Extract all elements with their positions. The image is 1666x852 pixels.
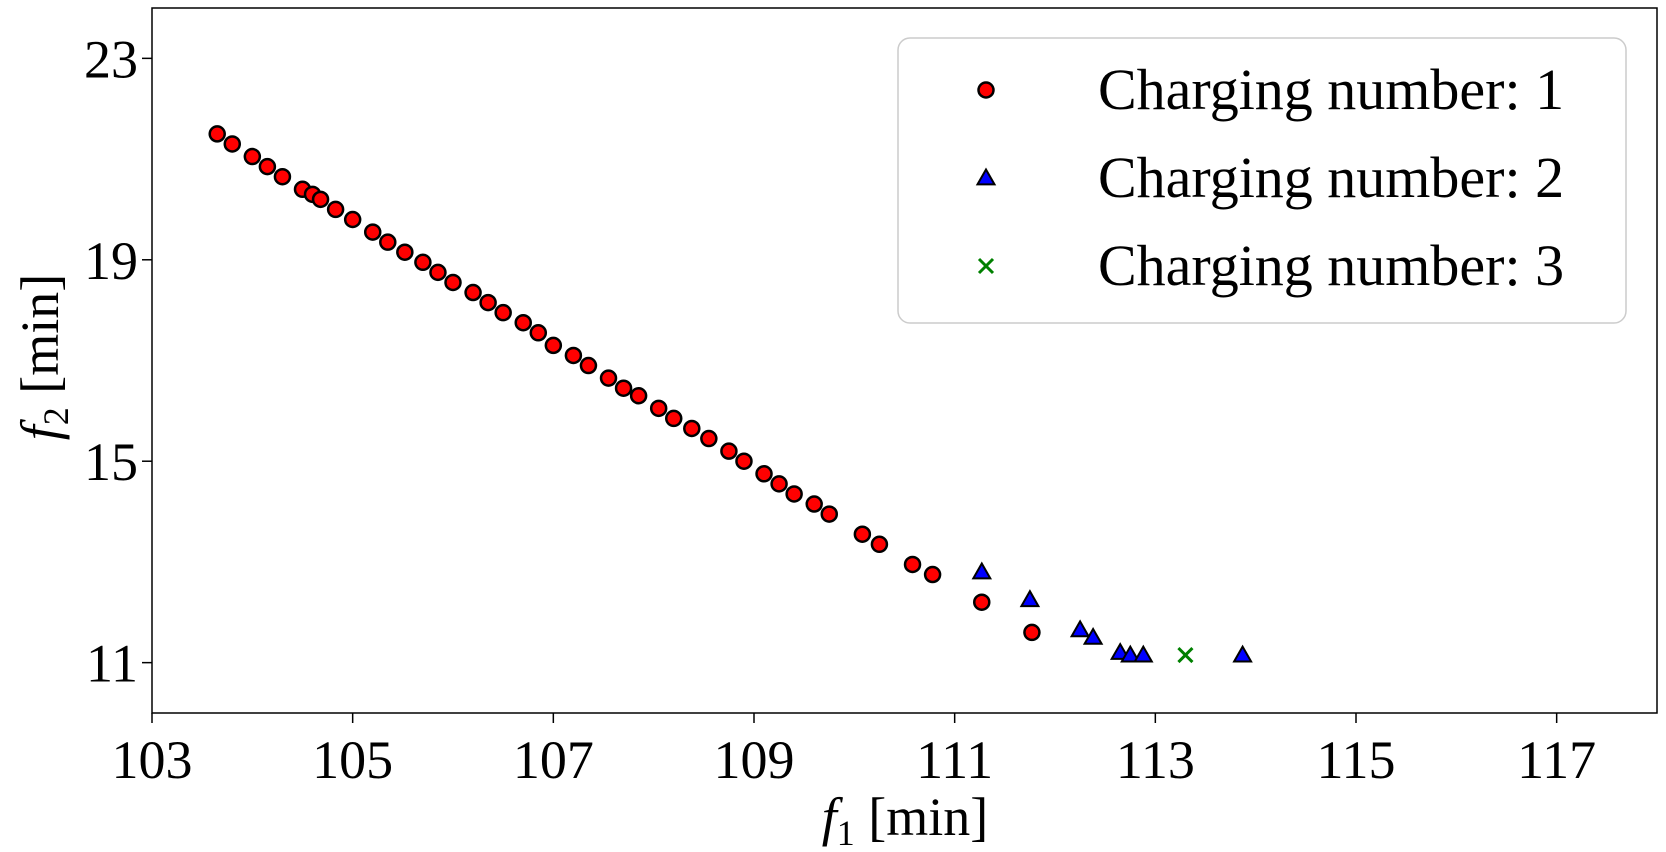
series-1-point-0 <box>208 125 226 143</box>
legend-marker-2 <box>975 167 997 186</box>
y-axis-label: f2 [min] <box>10 274 76 441</box>
series-1-point-38 <box>853 525 872 543</box>
series-2-point-7 <box>1232 644 1253 663</box>
x-tick-label-113: 113 <box>1116 730 1195 790</box>
series-1-point-27 <box>649 399 668 418</box>
series-2-point-0 <box>971 561 993 580</box>
series-1-point-21 <box>544 336 563 355</box>
series-1-point-18 <box>494 303 512 322</box>
series-1-point-26 <box>629 387 648 405</box>
series-1-point-30 <box>700 429 718 448</box>
legend-box <box>897 37 1627 324</box>
x-tick-label-103: 103 <box>112 730 193 790</box>
series-1-point-39 <box>870 535 889 554</box>
series-1-point-29 <box>683 419 701 438</box>
series-1-point-19 <box>514 313 532 332</box>
series-1-point-2 <box>243 147 262 166</box>
series-1-point-11 <box>379 233 397 251</box>
x-tick-label-115: 115 <box>1317 730 1396 790</box>
series-1-point-25 <box>614 379 633 397</box>
series-2-point-3 <box>1082 626 1104 645</box>
series-1-point-7 <box>311 190 330 209</box>
series-1-point-15 <box>444 273 462 292</box>
series-1-point-24 <box>599 369 618 387</box>
series-2-point-2 <box>1069 619 1091 638</box>
axis-ticks: 103 105 107 109 111 113 115 117 11 15 19 23 <box>84 29 1596 790</box>
series-1-point-22 <box>564 346 583 365</box>
series-1-point-42 <box>973 593 991 611</box>
y-tick-label-15: 15 <box>84 432 138 492</box>
series-1-point-10 <box>363 223 382 241</box>
series-3-point-0 <box>1177 647 1194 664</box>
series-1-point-33 <box>755 465 773 483</box>
series-1-point-32 <box>735 452 753 470</box>
legend-entry-charging-2: Charging number: 2 <box>1098 145 1564 210</box>
x-tick-label-105: 105 <box>312 730 393 790</box>
series-1-point-9 <box>343 210 362 229</box>
series-1-point-13 <box>414 253 432 272</box>
series-1-point-8 <box>326 200 345 219</box>
series-1-point-31 <box>720 442 738 460</box>
x-tick-label-107: 107 <box>513 730 594 790</box>
x-axis-label: f1 [min] <box>822 787 989 852</box>
series-1-point-20 <box>529 324 548 342</box>
x-tick-label-109: 109 <box>714 730 795 790</box>
legend-marker-3 <box>977 257 995 275</box>
x-axis-label-unit: [min] <box>855 787 988 847</box>
series-1-point-28 <box>664 409 683 428</box>
legend-entry-charging-1: Charging number: 1 <box>1098 57 1564 122</box>
series-2-point-6 <box>1133 644 1154 663</box>
series-1-point-36 <box>805 495 823 513</box>
x-tick-label-111: 111 <box>916 730 993 790</box>
y-tick-label-23: 23 <box>84 29 138 89</box>
series-2-point-5 <box>1120 644 1141 663</box>
series-1-point-35 <box>785 485 803 503</box>
series-1-point-3 <box>258 157 277 176</box>
y-tick-label-19: 19 <box>84 231 138 291</box>
y-tick-label-11: 11 <box>86 634 138 694</box>
series-1-point-40 <box>903 555 922 574</box>
series-1-point-43 <box>1023 623 1041 642</box>
series-2-point-1 <box>1019 589 1041 608</box>
y-axis-label-unit: [min] <box>10 274 70 407</box>
series-1-point-12 <box>396 243 414 261</box>
series-1-point-34 <box>770 475 788 493</box>
series-1-point-1 <box>223 135 242 153</box>
series-1-point-14 <box>429 263 447 282</box>
series-1-point-4 <box>273 167 292 186</box>
plot-area-frame <box>151 7 1658 714</box>
series-1-point-23 <box>579 356 598 375</box>
x-axis-label-subscript: 1 <box>837 813 855 852</box>
series-1-point-17 <box>479 293 497 312</box>
legend: Charging number: 1 Charging number: 2 Ch… <box>897 37 1627 324</box>
x-tick-label-117: 117 <box>1517 730 1596 790</box>
y-axis-label-subscript: 2 <box>36 407 76 425</box>
series-1-point-37 <box>820 505 838 523</box>
series-1-point-41 <box>923 565 942 584</box>
legend-marker-1 <box>977 81 995 99</box>
series-1-point-16 <box>464 283 482 302</box>
legend-markers <box>975 81 997 275</box>
data-marks <box>208 125 1253 664</box>
legend-entry-charging-3: Charging number: 3 <box>1098 233 1564 298</box>
